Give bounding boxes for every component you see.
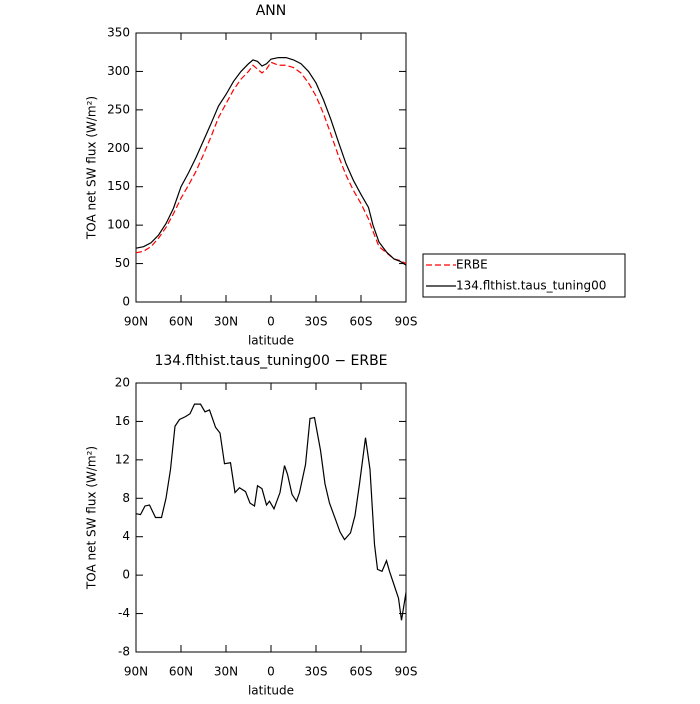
x-tick-label: 30S [305, 665, 328, 679]
y-tick-label: 4 [122, 529, 130, 543]
x-tick-label: 0 [267, 315, 275, 329]
series-line [135, 403, 407, 621]
legend-box [422, 253, 626, 298]
y-tick-label: 0 [122, 295, 130, 309]
x-axis-label: latitude [248, 334, 294, 348]
x-tick-label: 0 [267, 665, 275, 679]
y-tick-label: 12 [115, 452, 130, 466]
y-tick-label: -4 [118, 606, 130, 620]
x-tick-label: 30N [214, 315, 238, 329]
y-tick-label: 100 [107, 218, 130, 232]
x-tick-label: 90S [395, 315, 418, 329]
y-tick-label: 350 [107, 26, 130, 40]
y-tick-label: 300 [107, 64, 130, 78]
x-tick-label: 60S [350, 315, 373, 329]
y-tick-label: 20 [115, 376, 130, 390]
y-axis-label: TOA net SW flux (W/m²) [85, 96, 99, 240]
legend-label: 134.flthist.taus_tuning00 [456, 279, 606, 293]
chart-title: ANN [256, 3, 287, 19]
y-tick-label: 8 [122, 491, 130, 505]
x-tick-label: 60S [350, 665, 373, 679]
x-tick-label: 90N [124, 315, 148, 329]
series-line [135, 61, 407, 265]
x-tick-label: 60N [169, 665, 193, 679]
y-tick-label: 200 [107, 141, 130, 155]
chart-title: 134.flthist.taus_tuning00 − ERBE [154, 353, 387, 369]
x-tick-label: 30S [305, 315, 328, 329]
x-axis-label: latitude [248, 684, 294, 698]
series-line [135, 56, 407, 266]
legend-label: ERBE [456, 258, 488, 272]
x-tick-label: 90S [395, 665, 418, 679]
y-axis-label: TOA net SW flux (W/m²) [85, 446, 99, 590]
x-tick-label: 90N [124, 665, 148, 679]
y-tick-label: 150 [107, 179, 130, 193]
y-tick-label: 50 [115, 256, 130, 270]
y-tick-label: 16 [115, 414, 130, 428]
x-tick-label: 60N [169, 315, 193, 329]
y-tick-label: 0 [122, 568, 130, 582]
y-tick-label: -8 [118, 645, 130, 659]
x-tick-label: 30N [214, 665, 238, 679]
plot-frame [135, 32, 407, 303]
y-tick-label: 250 [107, 102, 130, 116]
